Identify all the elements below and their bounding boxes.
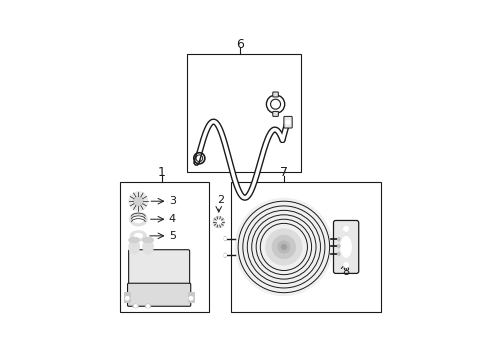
Circle shape (277, 241, 289, 253)
Circle shape (343, 262, 348, 267)
Ellipse shape (129, 212, 147, 226)
Text: 6: 6 (236, 38, 244, 51)
Ellipse shape (224, 237, 226, 241)
Text: 2: 2 (217, 195, 224, 205)
Circle shape (235, 198, 332, 296)
Ellipse shape (133, 216, 143, 223)
Ellipse shape (134, 233, 142, 238)
Text: 4: 4 (168, 214, 176, 224)
Bar (231, 182, 380, 312)
Ellipse shape (129, 240, 139, 254)
Circle shape (129, 192, 147, 211)
Ellipse shape (133, 304, 138, 308)
Text: 5: 5 (168, 231, 176, 241)
Ellipse shape (142, 237, 153, 243)
Text: 8: 8 (342, 267, 348, 277)
FancyBboxPatch shape (272, 111, 278, 116)
FancyBboxPatch shape (333, 220, 358, 273)
Circle shape (146, 304, 149, 308)
Bar (124, 292, 130, 302)
Text: 1: 1 (158, 166, 165, 179)
Circle shape (224, 237, 226, 240)
Ellipse shape (337, 252, 340, 256)
FancyBboxPatch shape (284, 116, 292, 128)
Circle shape (133, 196, 143, 206)
Bar (120, 182, 208, 312)
Circle shape (343, 226, 348, 231)
Circle shape (125, 296, 129, 300)
Ellipse shape (145, 304, 150, 308)
Ellipse shape (213, 216, 224, 228)
Text: 3: 3 (168, 196, 176, 206)
Ellipse shape (128, 237, 140, 243)
Bar (186, 54, 300, 172)
Circle shape (285, 120, 290, 125)
Circle shape (281, 244, 286, 250)
Ellipse shape (340, 237, 351, 257)
FancyBboxPatch shape (272, 92, 278, 97)
Ellipse shape (337, 244, 340, 248)
FancyBboxPatch shape (128, 250, 189, 287)
Circle shape (189, 296, 193, 300)
Ellipse shape (142, 240, 153, 254)
Circle shape (272, 235, 295, 258)
Ellipse shape (337, 237, 340, 241)
Bar (188, 292, 193, 302)
Ellipse shape (224, 253, 226, 257)
Circle shape (134, 304, 137, 308)
Ellipse shape (215, 219, 222, 225)
Ellipse shape (130, 231, 146, 241)
FancyBboxPatch shape (127, 283, 190, 306)
Text: 7: 7 (279, 166, 287, 179)
Circle shape (224, 254, 226, 257)
Circle shape (265, 229, 301, 265)
